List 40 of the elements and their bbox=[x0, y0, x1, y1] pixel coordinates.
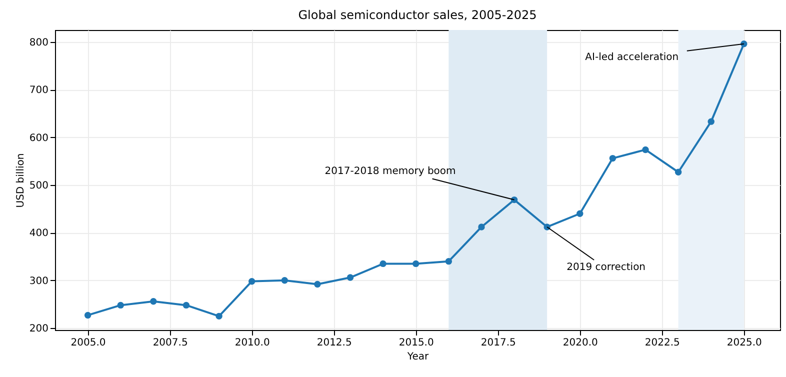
point bbox=[84, 312, 92, 319]
point bbox=[248, 278, 256, 285]
point bbox=[380, 260, 386, 268]
y-tick-label: 400 bbox=[29, 228, 48, 240]
point bbox=[412, 260, 420, 268]
y-tick-label: 700 bbox=[29, 85, 48, 96]
point bbox=[708, 118, 714, 125]
x-tick-label: 2007.5 bbox=[152, 338, 188, 348]
x-axis-title: Year bbox=[406, 352, 430, 362]
x-tick-label: 2010.0 bbox=[234, 338, 270, 348]
x-tick-label: 2020.0 bbox=[562, 338, 598, 348]
x-tick-label: 2012.5 bbox=[316, 338, 352, 348]
point bbox=[346, 274, 354, 281]
x-tick-label: 2025.0 bbox=[726, 338, 762, 348]
x-tick-label: 2005.0 bbox=[70, 338, 106, 348]
point bbox=[674, 168, 682, 176]
y-tick-label: 200 bbox=[29, 324, 48, 335]
annotation: 2019 correction bbox=[566, 262, 646, 273]
y-tick-label: 800 bbox=[29, 37, 48, 48]
y-tick-label: 600 bbox=[29, 132, 48, 144]
y-axis-title: USD billion bbox=[15, 153, 26, 208]
y-tick-label: 300 bbox=[29, 276, 48, 287]
y-tick-label: 500 bbox=[29, 180, 48, 192]
annotation: 2017-2018 memory boom bbox=[324, 166, 456, 177]
x-tick-label: 2022.5 bbox=[644, 338, 680, 348]
point bbox=[150, 298, 157, 305]
point bbox=[576, 210, 584, 217]
point bbox=[478, 224, 485, 230]
point bbox=[314, 280, 321, 288]
point bbox=[182, 302, 190, 309]
point bbox=[445, 258, 452, 265]
chart-title: Global semiconductor sales, 2005-2025 bbox=[298, 8, 537, 22]
point bbox=[117, 302, 124, 309]
x-tick-label: 2017.5 bbox=[480, 338, 516, 348]
point bbox=[281, 277, 288, 284]
point bbox=[216, 312, 222, 320]
x-tick-label: 2015.0 bbox=[398, 338, 434, 348]
point bbox=[609, 154, 616, 162]
annotation: AI-led acceleration bbox=[585, 52, 679, 63]
point bbox=[642, 146, 649, 154]
